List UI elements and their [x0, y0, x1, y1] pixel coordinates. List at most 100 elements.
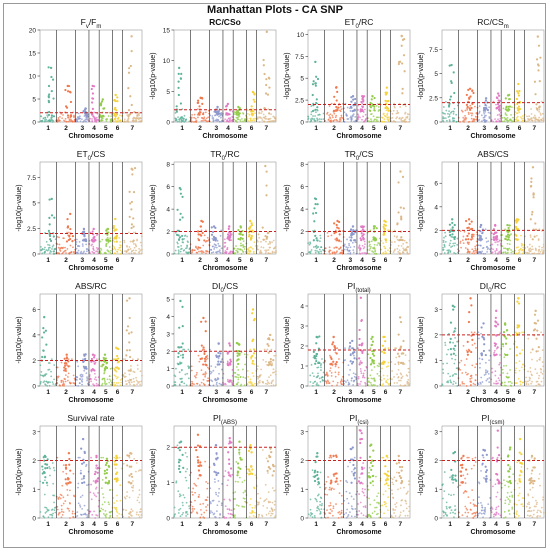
snp-point [348, 244, 351, 247]
snp-point [92, 383, 94, 386]
snp-top-point [91, 84, 94, 88]
snp-point [507, 376, 509, 379]
snp-point [538, 228, 541, 231]
snp-point [452, 383, 455, 385]
y-axis-label: -log10(p-value) [150, 448, 157, 495]
snp-point [83, 250, 85, 253]
snp-point [206, 496, 209, 499]
snp-point [124, 358, 127, 361]
snp-point [246, 369, 249, 372]
snp-point [512, 116, 514, 119]
snp-peak-point [250, 223, 254, 227]
snp-peak-point [492, 238, 496, 241]
snp-point [214, 114, 216, 117]
panel-title: Fv/Fm [81, 17, 102, 30]
snp-peak-point [96, 477, 99, 480]
snp-point [493, 351, 496, 354]
snp-peak-point [312, 80, 315, 83]
snp-point [186, 372, 189, 375]
snp-point [444, 240, 447, 243]
snp-point [76, 120, 79, 123]
snp-point [326, 111, 329, 114]
y-tick-label: 4 [300, 304, 304, 311]
y-tick-label: 20 [29, 28, 37, 35]
snp-point [82, 358, 84, 361]
snp-point [472, 118, 475, 120]
snp-top-point [315, 335, 318, 339]
snp-point [173, 374, 176, 377]
snp-peak-point [533, 235, 536, 238]
snp-point [463, 121, 465, 123]
panel-title: Survival rate [67, 413, 115, 423]
snp-peak-point [82, 365, 86, 368]
snp-point [495, 120, 498, 123]
snp-point [268, 120, 270, 123]
snp-point [503, 381, 506, 384]
snp-peak-point [85, 113, 89, 117]
snp-point [391, 230, 394, 233]
snp-point [64, 249, 67, 252]
snp-point [113, 367, 116, 370]
snp-peak-point [336, 90, 339, 93]
snp-point [229, 109, 232, 112]
snp-point [134, 243, 137, 246]
snp-point [238, 354, 241, 357]
snp-peak-point [181, 356, 185, 359]
snp-peak-point [65, 356, 68, 359]
snp-point [218, 249, 221, 252]
snp-point [105, 513, 108, 516]
snp-peak-point [362, 236, 365, 240]
snp-point [336, 347, 339, 350]
snp-point [541, 249, 543, 251]
snp-peak-point [448, 102, 451, 105]
snp-peak-point [448, 341, 452, 344]
snp-point [186, 245, 189, 248]
snp-point [219, 245, 221, 248]
snp-peak-point [107, 464, 110, 468]
snp-point [200, 381, 203, 384]
snp-point [488, 116, 491, 118]
x-tick-label: 2 [198, 125, 202, 132]
snp-peak-point [518, 331, 521, 335]
snp-peak-point [132, 190, 136, 194]
snp-point [402, 384, 405, 387]
snp-point [90, 380, 93, 383]
snp-point [76, 360, 79, 363]
snp-point [238, 374, 240, 376]
snp-point [378, 365, 380, 368]
snp-peak-point [384, 340, 387, 343]
snp-point [482, 111, 485, 113]
snp-point [57, 513, 60, 516]
snp-point [263, 120, 266, 123]
plot-area [441, 29, 545, 123]
x-tick-label: 4 [360, 257, 364, 264]
snp-point [117, 119, 119, 122]
snp-point [469, 384, 472, 387]
snp-point [260, 112, 263, 115]
snp-peak-point [399, 206, 402, 209]
snp-point [517, 119, 519, 122]
snp-point [449, 239, 452, 242]
snp-point [186, 246, 188, 249]
snp-peak-point [516, 102, 519, 105]
snp-point [397, 363, 400, 366]
snp-point [236, 247, 239, 250]
snp-peak-point [210, 233, 214, 236]
snp-point [56, 508, 59, 511]
snp-point [373, 252, 376, 255]
snp-point [454, 358, 457, 361]
snp-point [184, 119, 187, 121]
snp-point [448, 244, 451, 247]
snp-peak-point [214, 236, 217, 240]
snp-top-point [228, 342, 231, 345]
snp-point [370, 384, 373, 386]
snp-peak-point [225, 113, 228, 116]
snp-point [471, 252, 474, 255]
snp-peak-point [318, 335, 321, 338]
snp-peak-point [43, 355, 47, 358]
snp-point [182, 241, 185, 244]
snp-point [263, 117, 266, 119]
snp-point [139, 241, 142, 244]
snp-point [367, 120, 370, 122]
